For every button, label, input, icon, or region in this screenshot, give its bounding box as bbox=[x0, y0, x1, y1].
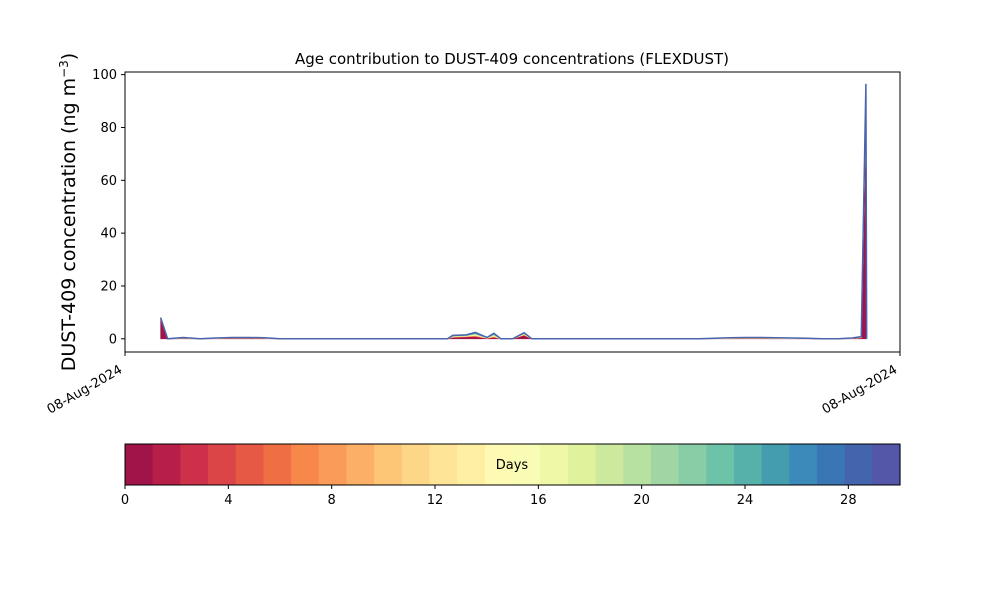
colorbar-cell bbox=[816, 444, 846, 485]
colorbar-cell bbox=[374, 444, 403, 485]
colorbar-tick-label: 24 bbox=[737, 493, 754, 508]
colorbar-cell bbox=[484, 444, 514, 485]
colorbar-cell bbox=[346, 444, 375, 485]
colorbar-label: Days bbox=[496, 458, 529, 473]
colorbar-cell bbox=[650, 444, 680, 485]
chart-title: Age contribution to DUST-409 concentrati… bbox=[295, 50, 729, 68]
y-tick-label: 0 bbox=[109, 332, 117, 347]
colorbar-tick-label: 28 bbox=[840, 493, 857, 508]
colorbar-cell bbox=[844, 444, 873, 485]
y-tick-label: 40 bbox=[100, 227, 117, 242]
colorbar-cell bbox=[291, 444, 320, 485]
colorbar-cell bbox=[540, 444, 569, 485]
colorbar-tick-label: 8 bbox=[328, 493, 336, 508]
colorbar-tick-label: 12 bbox=[427, 493, 444, 508]
colorbar-tick-label: 0 bbox=[121, 493, 129, 508]
colorbar: Days 0 4 8 12 16 20 24 28 bbox=[121, 443, 901, 508]
colorbar-frame bbox=[124, 443, 901, 486]
colorbar-cell bbox=[761, 444, 790, 485]
colorbar-cell bbox=[263, 444, 292, 485]
total-concentration-line bbox=[159, 83, 868, 340]
colorbar-cell bbox=[623, 444, 652, 485]
y-tick-label: 80 bbox=[100, 121, 117, 136]
colorbar-cell bbox=[401, 444, 431, 485]
colorbar-cell bbox=[208, 444, 237, 485]
colorbar-cell bbox=[318, 444, 348, 485]
y-axis-label-exponent: −3 bbox=[57, 60, 71, 78]
y-axis-label: DUST-409 concentration (ng m−3) bbox=[57, 53, 80, 371]
plot-frame bbox=[124, 71, 901, 353]
colorbar-cell bbox=[789, 444, 818, 485]
colorbar-cell bbox=[512, 444, 541, 485]
y-tick-label: 20 bbox=[100, 279, 117, 294]
colorbar-cell bbox=[429, 444, 458, 485]
colorbar-tick-label: 20 bbox=[633, 493, 650, 508]
y-tick-label: 60 bbox=[100, 174, 117, 189]
colorbar-cell bbox=[733, 444, 763, 485]
colorbar-cell bbox=[457, 444, 486, 485]
y-axis-label-main: DUST-409 concentration (ng m bbox=[58, 78, 80, 371]
y-axis-label-close: ) bbox=[58, 53, 80, 60]
colorbar-tick-label: 16 bbox=[530, 493, 547, 508]
colorbar-cell bbox=[180, 444, 209, 485]
y-tick-label: 100 bbox=[92, 68, 117, 83]
colorbar-cell bbox=[152, 444, 181, 485]
colorbar-ticks: 0 4 8 12 16 20 24 28 bbox=[121, 485, 857, 508]
colorbar-cell bbox=[567, 444, 597, 485]
colorbar-cell bbox=[595, 444, 624, 485]
colorbar-cell bbox=[235, 444, 264, 485]
colorbar-cell bbox=[872, 444, 901, 485]
y-axis-ticks: 0 20 40 60 80 100 bbox=[92, 68, 125, 347]
colorbar-cells bbox=[125, 444, 901, 485]
colorbar-cell bbox=[706, 444, 735, 485]
colorbar-cell bbox=[125, 444, 154, 485]
colorbar-tick-label: 4 bbox=[224, 493, 232, 508]
colorbar-cell bbox=[678, 444, 707, 485]
